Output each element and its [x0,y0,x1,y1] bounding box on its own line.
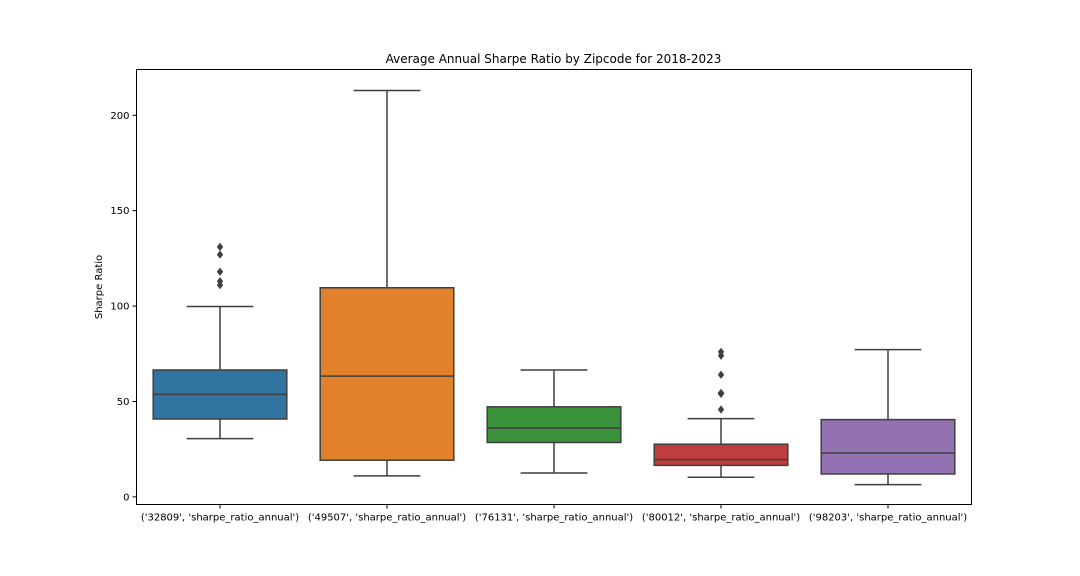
chart-title: Average Annual Sharpe Ratio by Zipcode f… [386,52,722,66]
box-group [319,89,455,477]
x-tick-label: ('49507', 'sharpe_ratio_annual') [308,513,466,524]
box-group [653,347,789,478]
outlier-point [717,347,725,357]
ticks-layer: ('32809', 'sharpe_ratio_annual') ('49507'… [110,111,967,524]
x-tick-label: ('80012', 'sharpe_ratio_annual') [642,513,800,524]
y-tick-label: 100 [110,302,129,313]
box-group [820,348,956,486]
x-tick-label: ('32809', 'sharpe_ratio_annual') [141,513,299,524]
y-tick-label: 150 [110,206,129,217]
x-tick-label: ('98203', 'sharpe_ratio_annual') [809,513,967,524]
box [486,406,622,444]
outlier-point [717,388,725,398]
x-tick-label: ('76131', 'sharpe_ratio_annual') [475,513,633,524]
y-axis-label: Sharpe Ratio [94,255,105,319]
outlier-point [216,250,224,259]
box-group [486,369,622,474]
y-tick-label: 50 [117,397,130,408]
outlier-point [216,277,224,286]
outlier-point [216,242,224,252]
y-tick-label: 0 [123,492,129,503]
box [319,287,455,461]
outlier-point [717,405,725,414]
plot-frame [136,69,972,505]
box-group [152,242,288,440]
y-tick-label: 200 [110,111,129,122]
box [820,418,956,475]
boxes-layer [152,89,956,486]
outlier-point [717,370,725,379]
box [653,443,789,467]
outlier-point [216,267,224,276]
